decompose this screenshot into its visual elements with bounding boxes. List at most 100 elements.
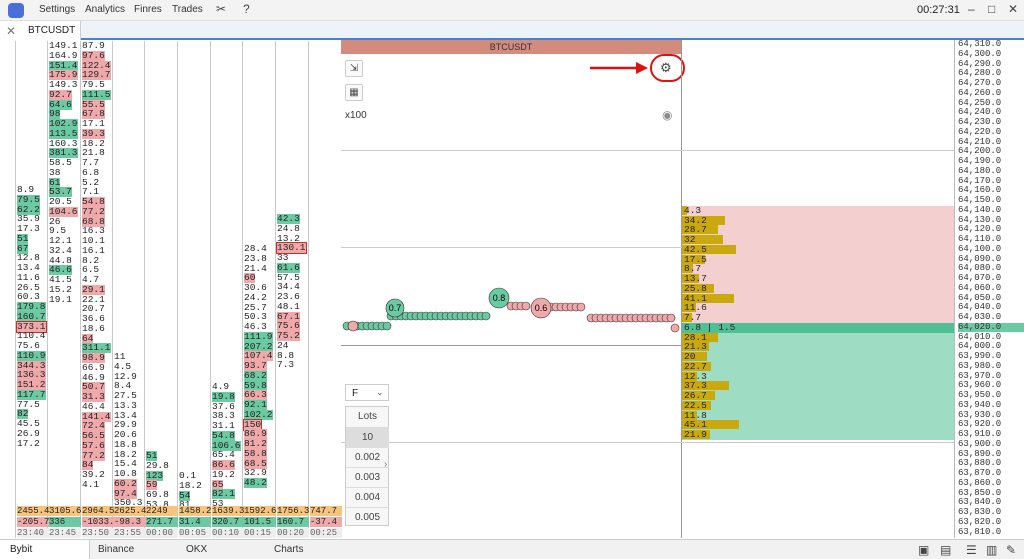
bottom-tab-charts[interactable]: Charts [274, 544, 304, 555]
footer-volume: 1756.3 [277, 506, 310, 516]
calculator-icon[interactable]: ▦ [345, 84, 363, 101]
price-label: 64,280.0 [958, 68, 1002, 79]
lot-option[interactable]: 0.004 [346, 487, 389, 507]
list-icon[interactable]: ☰ [966, 543, 977, 557]
cluster-cell: 61 [49, 176, 61, 188]
cluster-cell: 67.1 [277, 310, 300, 322]
lot-option[interactable]: 10 [346, 427, 389, 447]
lot-option[interactable]: 0.005 [346, 507, 389, 527]
pin-off-icon[interactable]: ✂ [216, 2, 227, 16]
cluster-cell: 13.2 [277, 232, 300, 244]
cluster-cell: 31.3 [82, 391, 105, 402]
grid-line [341, 442, 954, 443]
maximize-icon[interactable]: □ [988, 2, 996, 16]
price-label: 64,130.0 [958, 214, 1002, 225]
cluster-cell: 19.8 [212, 390, 235, 402]
cluster-cell: 45.5 [17, 418, 40, 429]
cluster-cell: 58.8 [244, 447, 267, 459]
cluster-cell: 16.1 [82, 244, 105, 256]
cluster-cell: 164.9 [49, 49, 78, 61]
bid-volume: 21.9 [684, 429, 707, 440]
lot-option[interactable]: 0.003 [346, 467, 389, 487]
footer-delta: -98.3 [114, 517, 146, 527]
gear-icon[interactable]: ⚙ [660, 60, 672, 75]
cluster-cell: 344.3 [17, 359, 46, 371]
footer-delta: -205.7 [17, 517, 50, 527]
cluster-cell: 25.7 [244, 301, 267, 313]
menu-finres[interactable]: Finres [134, 4, 162, 15]
price-label: 64,110.0 [958, 234, 1002, 244]
cluster-cell: 58.5 [49, 157, 72, 168]
footer-delta: -1033. [82, 517, 115, 527]
cluster-cell: 8.2 [82, 254, 100, 266]
cluster-cell: 98.9 [82, 352, 105, 363]
price-label: 63,890.0 [958, 448, 1002, 459]
cluster-cell: 29.9 [114, 419, 137, 431]
footer-time: 00:25 [310, 528, 342, 538]
cluster-cell: 26 [49, 215, 61, 227]
eye-icon[interactable]: ◉ [662, 108, 673, 122]
cluster-cell: 75.6 [17, 340, 40, 351]
menu-trades[interactable]: Trades [172, 4, 203, 15]
screenshot-icon[interactable]: ▣ [918, 543, 930, 557]
menu-settings[interactable]: Settings [39, 4, 76, 15]
tab-btcusdt[interactable]: ✕ BTCUSDT [0, 21, 81, 40]
bottom-tab-binance[interactable]: Binance [98, 544, 135, 555]
cluster-cell: 4.9 [212, 381, 230, 392]
cluster-cell: 117.7 [17, 388, 46, 400]
collapse-arrow-icon[interactable]: › [384, 459, 388, 470]
trade-bubble-label: 0.6 [535, 303, 548, 313]
cluster-cell: 48.1 [277, 300, 300, 312]
layout-icon[interactable]: ▤ [940, 543, 952, 557]
cluster-cell: 51 [17, 232, 29, 244]
footer-volume: 2249 [146, 506, 178, 516]
cluster-cell: 92.7 [49, 88, 72, 100]
bottom-bar: Bybit Binance OKX Charts ▣ ▤ ☰ ▥ ✎ [0, 539, 1024, 559]
order-type-select[interactable]: F ⌄ [345, 384, 389, 401]
footer-time: 00:20 [277, 528, 309, 538]
cluster-cell: 29.1 [82, 283, 105, 295]
ask-volume: 7.7 [684, 312, 702, 323]
cluster-cell: 7.3 [277, 359, 295, 371]
bottom-tab-bybit[interactable]: Bybit [0, 540, 90, 559]
footer-volume: 3105.6 [49, 506, 82, 516]
help-icon[interactable]: ? [243, 2, 250, 16]
trade-bubble [382, 321, 392, 331]
price-label: 64,230.0 [958, 117, 1002, 127]
cluster-cell: 23.8 [244, 252, 267, 264]
ask-volume: 25.8 [684, 282, 707, 294]
menu-analytics[interactable]: Analytics [85, 4, 126, 15]
cluster-cell: 123 [146, 469, 164, 481]
wrench-icon[interactable]: ✎ [1006, 543, 1017, 557]
bid-bar [682, 371, 698, 381]
ask-bar [682, 235, 723, 244]
footer-time: 00:10 [212, 528, 244, 538]
price-label: 63,920.0 [958, 419, 1002, 430]
ask-volume: 17.5 [684, 253, 707, 265]
footer-time: 23:50 [82, 528, 114, 538]
close-icon[interactable]: ✕ [1008, 2, 1019, 16]
bid-volume: 37.3 [684, 380, 707, 392]
cluster-cell: 136.3 [17, 369, 46, 381]
columns-icon[interactable]: ▥ [986, 543, 998, 557]
bottom-tab-okx[interactable]: OKX [186, 544, 208, 555]
tab-close-icon[interactable]: ✕ [6, 24, 17, 38]
price-label: 64,080.0 [958, 263, 1002, 274]
price-label: 64,270.0 [958, 78, 1002, 88]
footer-delta: 320.7 [212, 517, 244, 527]
cluster-cell: 60.3 [17, 291, 40, 303]
cluster-cell: 69.8 [146, 489, 169, 500]
price-label: 64,300.0 [958, 48, 1002, 59]
minimize-icon[interactable]: – [968, 2, 975, 16]
bid-volume: 20 [684, 351, 696, 362]
price-label: 64,090.0 [958, 253, 1002, 264]
cluster-cell: 81.2 [244, 438, 267, 449]
cluster-cell: 46.3 [244, 321, 267, 332]
cluster-cell: 34.4 [277, 281, 300, 293]
cluster-cell: 72.4 [82, 420, 105, 432]
cluster-cell: 129.7 [82, 69, 111, 81]
cluster-cell: 15.2 [49, 283, 72, 295]
ask-volume: 8.7 [684, 263, 702, 275]
lot-option[interactable]: 0.002 [346, 447, 389, 467]
chart-settings-icon[interactable]: ⇲ [345, 60, 363, 77]
